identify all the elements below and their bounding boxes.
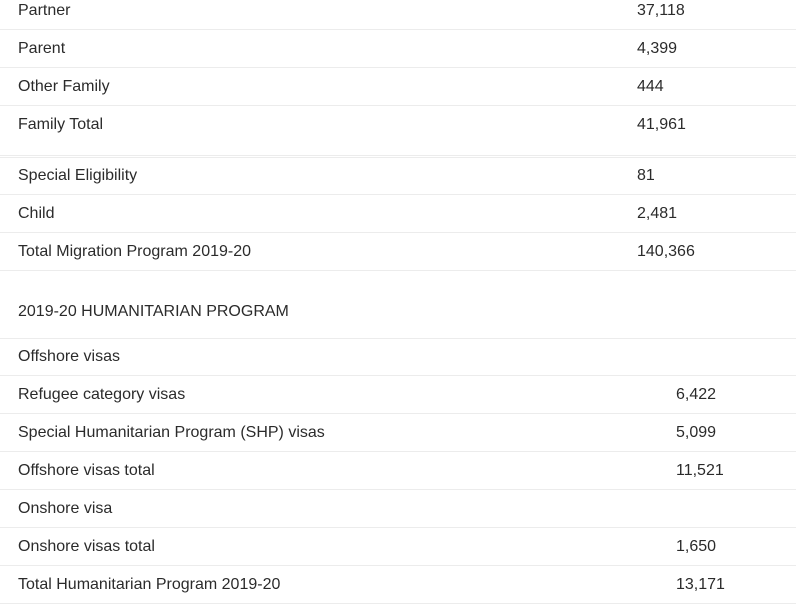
table-row: Special Eligibility 81	[0, 157, 796, 195]
row-value: 4,399	[637, 39, 678, 57]
row-label: Parent	[18, 39, 66, 57]
table-row: Offshore visas total 11,521	[0, 452, 796, 490]
table-row: Family Total 41,961	[0, 106, 796, 156]
row-label: Refugee category visas	[18, 385, 186, 403]
table-row: Total Humanitarian Program 2019-20 13,17…	[0, 566, 796, 604]
row-value: 37,118	[637, 1, 685, 19]
row-label: Child	[18, 204, 55, 222]
table-row: Other Family 444	[0, 68, 796, 106]
row-value: 13,171	[676, 575, 725, 593]
table-row: Offshore visas	[0, 338, 796, 376]
row-label: Other Family	[18, 77, 110, 95]
row-value: 140,366	[637, 242, 695, 260]
table-row: Onshore visas total 1,650	[0, 528, 796, 566]
table-row: Parent 4,399	[0, 30, 796, 68]
table-row: Child 2,481	[0, 195, 796, 233]
table-row: Onshore visa	[0, 490, 796, 528]
row-value: 1,650	[676, 537, 717, 555]
row-label: Offshore visas	[18, 348, 120, 365]
row-label: Total Migration Program 2019-20	[18, 242, 252, 260]
row-value: 6,422	[676, 385, 717, 403]
row-value: 41,961	[637, 116, 686, 133]
section-heading: 2019-20 HUMANITARIAN PROGRAM	[18, 303, 289, 320]
table-row: Partner 37,118	[0, 0, 796, 30]
row-value: 2,481	[637, 204, 678, 222]
row-value: 81	[637, 167, 655, 184]
migration-table: Partner 37,118 Parent 4,399 Other Family…	[0, 0, 796, 156]
row-label: Partner	[18, 1, 71, 19]
humanitarian-table: Offshore visas Refugee category visas 6,…	[0, 338, 796, 604]
row-label: Onshore visas total	[18, 537, 155, 555]
table-row: Special Humanitarian Program (SHP) visas…	[0, 414, 796, 452]
row-label: Family Total	[18, 116, 104, 133]
row-label: Special Humanitarian Program (SHP) visas	[18, 423, 325, 441]
row-value: 5,099	[676, 423, 717, 441]
row-value: 444	[637, 77, 664, 95]
row-label: Onshore visa	[18, 499, 113, 517]
row-label: Special Eligibility	[18, 167, 138, 184]
table-row: Refugee category visas 6,422	[0, 376, 796, 414]
migration-table-lower: Special Eligibility 81 Child 2,481 Total…	[0, 157, 796, 271]
table-row: Total Migration Program 2019-20 140,366	[0, 233, 796, 271]
row-label: Offshore visas total	[18, 461, 155, 479]
row-label: Total Humanitarian Program 2019-20	[18, 575, 281, 593]
row-value: 11,521	[676, 461, 724, 479]
